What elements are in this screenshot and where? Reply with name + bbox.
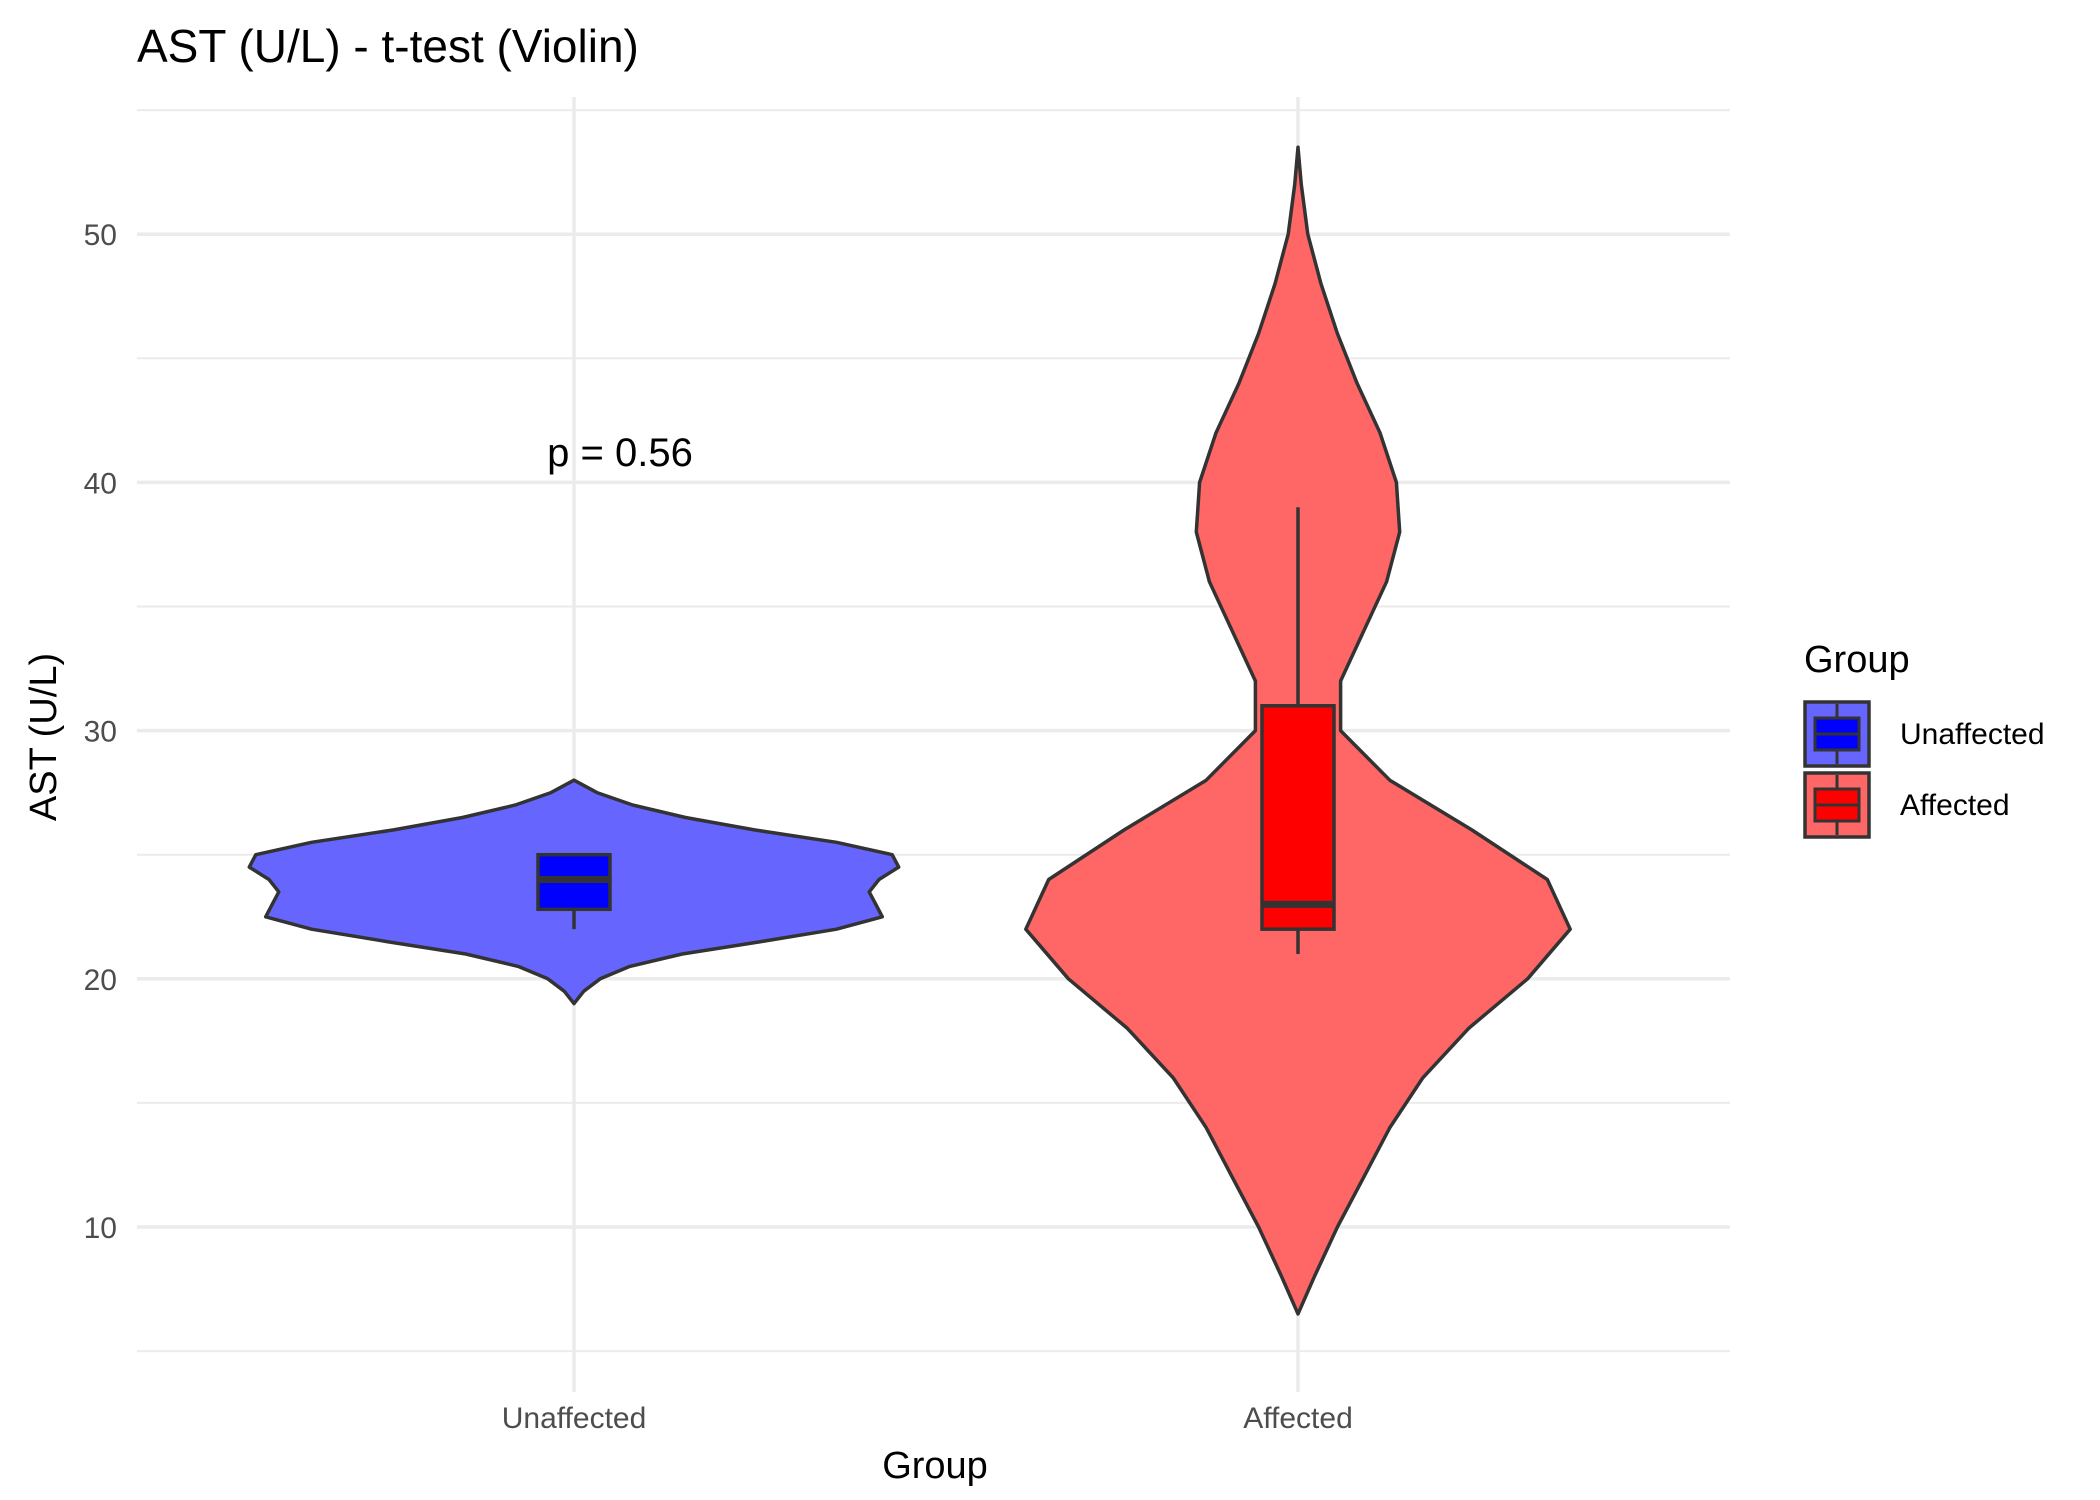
y-tick-label: 40: [84, 467, 117, 500]
y-tick-label: 20: [84, 964, 117, 997]
y-axis-ticks: 10 20 30 40 50: [84, 219, 117, 1245]
grid: [137, 97, 1730, 1392]
boxplots: [536, 507, 1336, 954]
box-affected: [1260, 704, 1336, 931]
legend: Group Unaffected Affected: [1803, 639, 2045, 839]
p-value-annotation: p = 0.56: [547, 431, 693, 475]
legend-item-affected: Affected: [1803, 771, 2010, 839]
x-tick-label: Unaffected: [502, 1402, 647, 1435]
legend-label: Affected: [1900, 789, 2010, 822]
legend-item-unaffected: Unaffected: [1803, 700, 2045, 768]
x-axis-ticks: Unaffected Affected: [502, 1402, 1353, 1435]
x-tick-label: Affected: [1243, 1402, 1353, 1435]
chart-title: AST (U/L) - t-test (Violin): [137, 20, 639, 72]
y-axis-title: AST (U/L): [23, 653, 65, 821]
y-tick-label: 50: [84, 219, 117, 252]
x-axis-title: Group: [882, 1445, 988, 1487]
y-tick-label: 10: [84, 1212, 117, 1245]
legend-label: Unaffected: [1900, 718, 2045, 751]
y-tick-label: 30: [84, 716, 117, 749]
legend-title: Group: [1804, 639, 1910, 681]
